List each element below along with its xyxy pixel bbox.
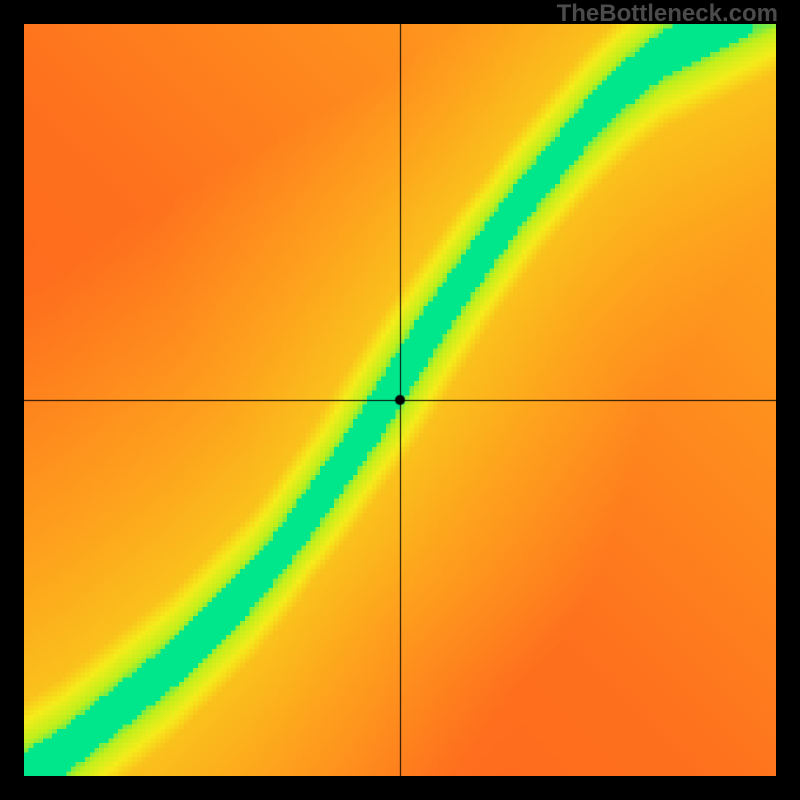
watermark-text: TheBottleneck.com — [557, 0, 778, 28]
chart-stage: TheBottleneck.com — [0, 0, 800, 800]
crosshair-overlay — [24, 24, 776, 776]
